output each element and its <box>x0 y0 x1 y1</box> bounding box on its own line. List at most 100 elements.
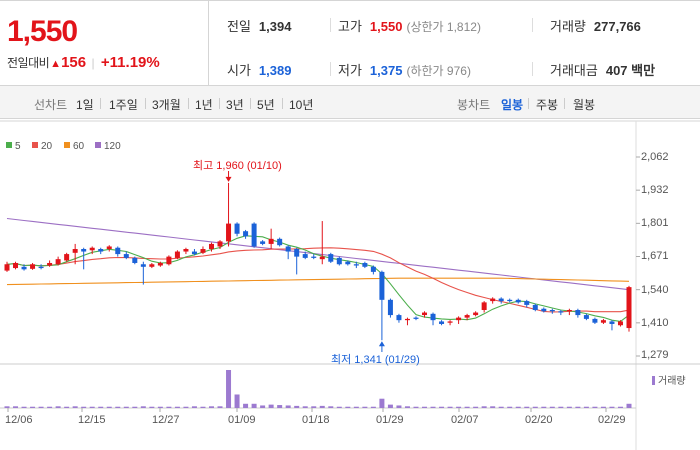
period-10y[interactable]: 10년 <box>289 98 314 112</box>
candle-body <box>13 262 19 269</box>
volume-bar <box>268 404 274 408</box>
volume-bar <box>226 370 232 408</box>
candle-body <box>72 249 78 253</box>
volume-bar <box>515 406 521 408</box>
divider <box>564 98 565 109</box>
period-3m[interactable]: 3개월 <box>152 98 181 112</box>
candle-body <box>64 254 70 261</box>
candle-monthly[interactable]: 월봉 <box>573 98 596 112</box>
stat-volume: 거래량 277,766 <box>550 16 641 35</box>
x-tick-label: 12/15 <box>78 414 106 426</box>
volume-bar <box>123 406 129 408</box>
volume-legend-label: 거래량 <box>658 376 686 387</box>
candle-body <box>524 301 530 305</box>
candle-body <box>89 247 95 251</box>
volume-bar <box>47 406 53 408</box>
candle-body <box>260 241 266 244</box>
stat-value: 1,375 <box>369 63 403 78</box>
candle-body <box>226 223 232 242</box>
stat-sub: (상한가 1,812) <box>406 20 481 34</box>
low-arrow-head <box>378 341 385 347</box>
y-tick-label: 1,801 <box>641 217 669 229</box>
candle-body <box>490 298 496 302</box>
high-annotation: 최고 1,960 (01/10) <box>193 160 282 172</box>
candle-body <box>38 266 44 269</box>
period-1w[interactable]: 1주일 <box>109 98 138 112</box>
divider <box>532 18 533 32</box>
volume-bar <box>243 403 249 408</box>
candle-body <box>370 266 376 272</box>
divider <box>282 98 283 109</box>
volume-bar <box>387 404 393 408</box>
candle-body <box>549 309 555 312</box>
volume-bar <box>396 405 402 408</box>
volume-bar <box>626 403 632 408</box>
volume-bar <box>174 406 180 408</box>
volume-bar <box>191 406 197 408</box>
change-divider: | <box>91 56 95 70</box>
candle-body <box>191 251 197 255</box>
candle-body <box>456 317 462 321</box>
candle-body <box>268 238 274 244</box>
candle-body <box>98 249 104 252</box>
candle-body <box>157 262 163 266</box>
volume-bar <box>319 405 325 408</box>
x-tick-label: 01/29 <box>376 414 404 426</box>
divider <box>528 98 529 109</box>
volume-bar <box>507 406 513 408</box>
divider <box>330 18 331 32</box>
candle-body <box>251 223 257 247</box>
volume-bar <box>294 405 300 408</box>
candle-body <box>396 315 402 321</box>
candle-body <box>115 247 121 255</box>
candle-body <box>430 313 436 321</box>
candle-weekly[interactable]: 주봉 <box>536 98 559 112</box>
period-3y[interactable]: 3년 <box>226 98 244 112</box>
change-value: 156 <box>61 54 87 71</box>
volume-bar <box>115 406 121 408</box>
stat-value: 1,394 <box>258 19 292 34</box>
line-chart-title: 선차트 <box>34 98 68 112</box>
volume-bar <box>217 406 223 408</box>
candle-daily[interactable]: 일봉 <box>501 98 524 112</box>
volume-bar <box>98 406 104 408</box>
candle-body <box>617 321 623 326</box>
volume-bar <box>422 406 428 408</box>
candle-body <box>140 264 146 267</box>
x-tick-label: 02/20 <box>525 414 553 426</box>
candle-body <box>439 321 445 324</box>
stat-low: 저가 1,375 (하한가 976) <box>338 60 471 79</box>
stat-value: 1,389 <box>258 63 292 78</box>
candle-body <box>336 257 342 265</box>
legend-swatch <box>64 142 70 148</box>
volume-bar <box>183 406 189 408</box>
candle-body <box>30 264 36 269</box>
candle-chart-title: 봉차트 <box>457 98 491 112</box>
volume-bar <box>345 406 351 408</box>
candle-body <box>311 256 317 258</box>
up-triangle-icon: ▲ <box>50 58 62 70</box>
y-tick-label: 1,671 <box>641 250 669 262</box>
ma20-line <box>6 247 630 313</box>
divider <box>250 98 251 109</box>
legend-label: 120 <box>104 141 121 152</box>
divider <box>100 98 101 109</box>
volume-bar <box>208 406 214 408</box>
candle-body <box>583 315 589 319</box>
x-tick-label: 02/29 <box>598 414 626 426</box>
candle-body <box>609 321 615 324</box>
candle-body <box>566 309 572 312</box>
period-1d[interactable]: 1일 <box>76 98 94 112</box>
stat-value: 1,550 <box>369 19 403 34</box>
volume-bar <box>541 406 547 408</box>
period-1y[interactable]: 1년 <box>195 98 213 112</box>
candle-body <box>575 309 581 316</box>
period-5y[interactable]: 5년 <box>257 98 275 112</box>
high-arrow-head <box>225 176 232 182</box>
legend-ma20: 20 <box>32 141 52 152</box>
candle-body <box>319 256 325 260</box>
quote-header: 1,550 전일대비▲156 | +11.19% 전일 1,394 고가 1,550… <box>0 0 700 86</box>
volume-bar <box>132 406 138 408</box>
volume-bar <box>473 406 479 408</box>
volume-bar <box>4 406 10 408</box>
